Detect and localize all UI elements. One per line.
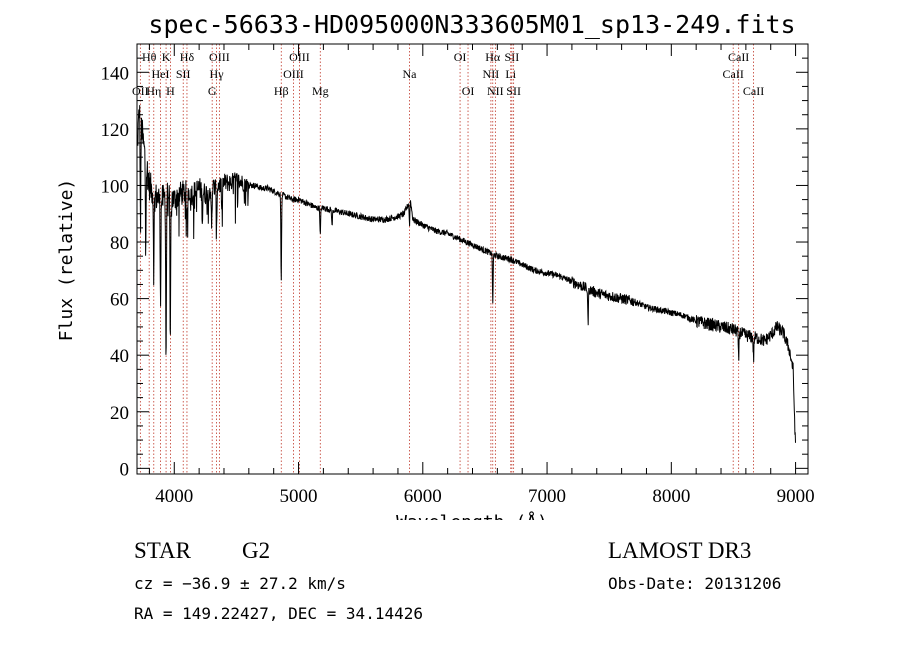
line-label: CaII [728, 50, 749, 64]
line-label: Hη [146, 84, 161, 98]
x-axis: 4000 5000 6000 7000 8000 9000 [148, 44, 815, 507]
line-label: Li [505, 67, 516, 81]
line-label: OIII [209, 50, 230, 64]
line-label: G [208, 84, 217, 98]
y-tick-label: 140 [101, 63, 130, 84]
line-label: SII [176, 67, 191, 81]
y-tick-label: 100 [101, 176, 130, 197]
line-label: H [166, 84, 175, 98]
line-label: SII [505, 50, 520, 64]
line-label: CaII [723, 67, 744, 81]
y-tick-label: 80 [110, 233, 129, 254]
line-label: SII [506, 84, 521, 98]
object-subclass: G2 [242, 538, 271, 563]
coordinates-line: RA = 149.22427, DEC = 34.14426 [134, 604, 423, 623]
y-axis: 0 20 40 60 80 100 120 140 [101, 57, 808, 480]
y-tick-label: 0 [120, 459, 130, 480]
spectrum-plot: spec-56633-HD095000N333605M01_sp13-249.f… [56, 10, 815, 520]
x-tick-label: 6000 [404, 486, 442, 507]
line-label: Hδ [180, 50, 195, 64]
redshift-line: cz = −36.9 ± 27.2 km/s [134, 574, 346, 593]
line-label: Hγ [210, 67, 225, 81]
line-label: OIII [283, 67, 304, 81]
y-axis-label: Flux (relative) [56, 179, 77, 342]
x-tick-label: 5000 [280, 486, 318, 507]
survey-label: LAMOST DR3 [608, 538, 752, 563]
y-tick-label: 40 [110, 346, 129, 367]
line-label: CaII [743, 84, 764, 98]
y-tick-label: 20 [110, 403, 129, 424]
line-label: Na [403, 67, 418, 81]
y-tick-label: 120 [101, 120, 130, 141]
line-label: NII [483, 67, 500, 81]
line-label: OII [132, 84, 149, 98]
line-label: Hβ [274, 84, 289, 98]
line-label: Hα [485, 50, 501, 64]
x-tick-label: 9000 [777, 486, 815, 507]
line-label: OI [462, 84, 475, 98]
object-class: STAR [134, 538, 191, 563]
line-label: Mg [312, 84, 329, 98]
line-label: HeI [151, 67, 169, 81]
obs-date-line: Obs-Date: 20131206 [608, 574, 782, 593]
chart-title: spec-56633-HD095000N333605M01_sp13-249.f… [148, 10, 795, 39]
x-tick-label: 4000 [155, 486, 193, 507]
plot-frame [136, 43, 809, 475]
line-label: Hθ [142, 50, 157, 64]
x-tick-label: 7000 [528, 486, 566, 507]
x-tick-label: 8000 [652, 486, 690, 507]
line-label: OI [454, 50, 467, 64]
line-label: OIII [289, 50, 310, 64]
spectrum-line [136, 105, 796, 443]
x-axis-label: Wavelength (Å) [396, 511, 548, 520]
line-label: NII [487, 84, 504, 98]
y-tick-label: 60 [110, 290, 129, 311]
line-label: K [162, 50, 171, 64]
